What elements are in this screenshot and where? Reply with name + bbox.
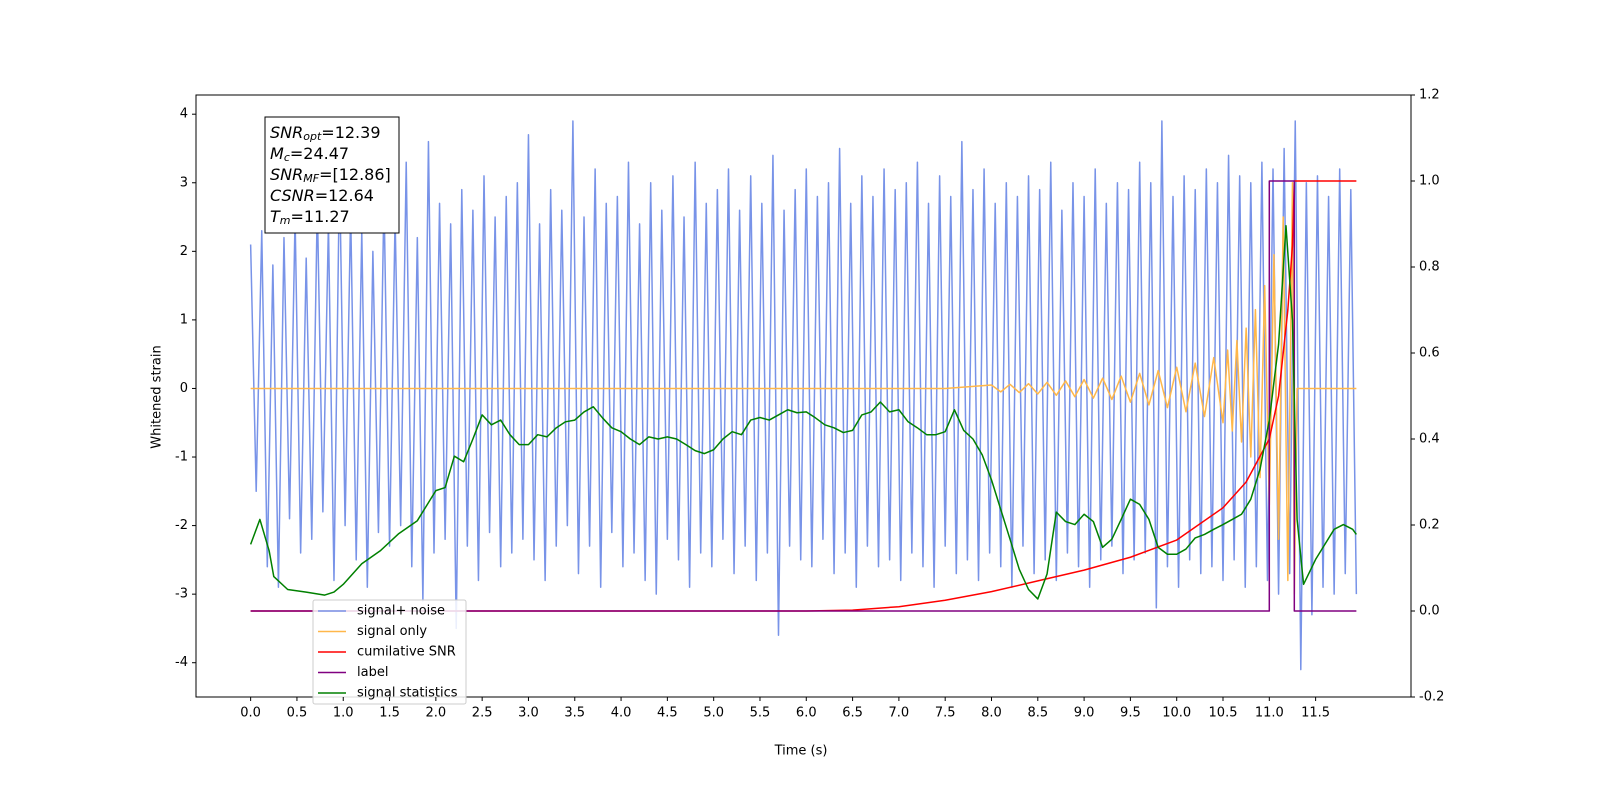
y-tick-label: -2 [175,518,188,533]
x-tick-label: 2.5 [472,706,493,721]
legend-label: label [357,665,388,680]
legend-label: signal+ noise [357,604,445,619]
x-tick-label: 9.0 [1074,706,1095,721]
y2-tick-label: 0.4 [1419,432,1440,447]
axes-frame [195,94,1412,698]
x-tick-label: 5.5 [750,706,771,721]
legend: signal+ noise signal only cumilative SNR la… [312,599,467,705]
y2-tick-label: -0.2 [1419,690,1444,705]
y-tick-label: 4 [180,107,188,122]
x-tick-label: 1.0 [333,706,354,721]
y2-tick-label: 0.6 [1419,346,1440,361]
y2-tick-label: 1.0 [1419,174,1440,189]
legend-label: signal statistics [357,686,458,701]
y-axis-label: Whitened strain [150,345,165,448]
stat-value: =[12.86] [319,165,391,184]
series-line [249,120,1358,671]
x-tick-label: 7.5 [935,706,956,721]
legend-label: cumilative SNR [357,645,456,660]
series-line [250,180,1357,612]
y-tick-label: -1 [175,450,188,465]
stat-line: Mc=24.47 [270,144,349,165]
y2-tick-label: 0.8 [1419,260,1440,275]
x-axis-label: Time (s) [774,744,828,759]
x-tick-label: 3.0 [518,706,539,721]
stat-line: CSNR=12.64 [270,186,374,205]
stat-value: =12.39 [321,123,380,142]
stat-value: =11.27 [291,207,350,226]
stats-frame [264,116,400,234]
series-line [249,224,1357,600]
x-tick-label: 1.5 [379,706,400,721]
x-tick-label: 7.0 [889,706,910,721]
x-tick-label: 4.5 [657,706,678,721]
stat-name: SNR [270,165,303,184]
stat-sub: MF [303,172,319,185]
stat-value: =12.64 [315,186,374,205]
y-tick-label: -3 [175,587,188,602]
stat-name: M [270,144,284,163]
stat-sub: opt [303,130,322,143]
y-tick-label: 3 [180,175,188,190]
series-line [250,180,1357,612]
x-tick-label: 8.0 [981,706,1002,721]
legend-label: signal only [357,624,427,639]
stat-line: SNRMF=[12.86] [270,165,391,186]
stat-value: =24.47 [290,144,349,163]
y-tick-label: -4 [175,655,188,670]
x-tick-label: 4.0 [611,706,632,721]
y2-tick-label: 0.2 [1419,518,1440,533]
x-tick-label: 6.5 [842,706,863,721]
y-tick-label: 1 [180,312,188,327]
y2-tick-label: 0.0 [1419,604,1440,619]
legend-frame [312,599,467,705]
stats-box: SNRopt=12.39Mc=24.47SNRMF=[12.86]CSNR=12… [264,116,400,234]
x-tick-label: 6.0 [796,706,817,721]
x-tick-label: 11.0 [1255,706,1284,721]
x-tick-label: 8.5 [1027,706,1048,721]
y-tick-label: 2 [180,244,188,259]
stat-line: Tm=11.27 [270,207,350,228]
stat-name: SNR [270,123,303,142]
x-tick-label: 5.0 [703,706,724,721]
series-line [250,182,1357,595]
x-tick-label: 10.5 [1209,706,1238,721]
y-tick-label: 0 [180,381,188,396]
x-tick-label: 9.5 [1120,706,1141,721]
x-tick-label: 2.0 [426,706,447,721]
x-tick-label: 0.0 [240,706,261,721]
y2-tick-label: 1.2 [1419,88,1440,103]
stat-sub: c [284,151,290,164]
stat-name: T [270,207,281,226]
stat-line: SNRopt=12.39 [270,123,381,144]
stat-sub: m [280,214,291,227]
stat-name: CSNR [270,186,315,205]
x-tick-label: 3.5 [564,706,585,721]
x-tick-label: 10.0 [1162,706,1191,721]
x-tick-label: 11.5 [1301,706,1330,721]
x-tick-label: 0.5 [287,706,308,721]
plot-area [249,120,1358,671]
